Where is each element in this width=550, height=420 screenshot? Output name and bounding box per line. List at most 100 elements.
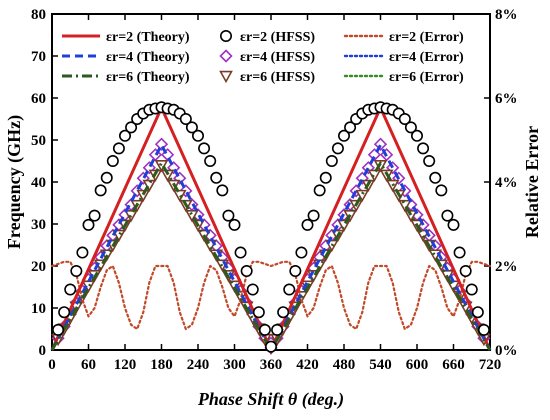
series-3-point xyxy=(477,323,490,336)
legend-item-4: εr=4 (HFSS) xyxy=(219,49,315,65)
x-tick-label: 660 xyxy=(442,357,465,373)
series-3-point xyxy=(112,142,125,155)
y2-tick-label: 2% xyxy=(495,259,518,275)
series-4-point xyxy=(373,137,388,151)
series-3-point xyxy=(106,155,119,168)
legend-label: εr=2 (Error) xyxy=(389,30,464,45)
series-3-point xyxy=(417,142,430,155)
series-5-point xyxy=(136,189,151,203)
series-3-point xyxy=(125,121,138,134)
series-3-point xyxy=(271,323,284,336)
series-3-point xyxy=(192,129,205,142)
y-tick-label: 60 xyxy=(31,91,46,107)
series-3-point xyxy=(447,218,460,231)
legend-marker xyxy=(219,49,233,63)
x-tick-label: 120 xyxy=(114,357,137,373)
legend-item-8: εr=6 (Error) xyxy=(343,70,464,85)
series-3-point xyxy=(246,283,259,296)
series-3-point xyxy=(204,155,217,168)
series-3-point xyxy=(264,340,277,353)
series-3-point xyxy=(88,209,101,222)
series-6 xyxy=(50,260,492,331)
series-3-point xyxy=(228,218,241,231)
series-3-point xyxy=(64,283,77,296)
series-3-point xyxy=(441,209,454,222)
legend-item-3: εr=2 (HFSS) xyxy=(220,29,315,45)
series-3-point xyxy=(429,171,442,184)
x-tick-label: 540 xyxy=(369,357,392,373)
series-3-point xyxy=(58,306,71,319)
x-axis-title: Phase Shift θ (deg.) xyxy=(197,389,344,410)
series-6-line xyxy=(50,260,492,331)
y2-axis-title: Relative Error xyxy=(522,126,542,238)
y-tick-label: 50 xyxy=(31,133,46,149)
series-3-point xyxy=(404,121,417,134)
y-tick-label: 30 xyxy=(31,217,46,233)
legend-label: εr=4 (Theory) xyxy=(106,50,190,65)
series-3-point xyxy=(234,246,247,259)
series-3-point xyxy=(398,113,411,126)
legend-marker xyxy=(220,29,233,42)
series-3-point xyxy=(94,184,107,197)
legend-item-2: εr=6 (Theory) xyxy=(62,70,190,85)
plot-area xyxy=(51,13,491,351)
y2-tick-label: 4% xyxy=(495,175,518,191)
series-3-point xyxy=(210,171,223,184)
x-tick-label: 60 xyxy=(81,357,96,373)
series-4-point xyxy=(154,137,169,151)
axis-ticks: 0 60 120 180 240 300 360 420 480 540 600 660 720 0 10 2… xyxy=(31,7,518,373)
y2-tick-label: 6% xyxy=(495,91,518,107)
series-3-point xyxy=(295,246,308,259)
series-1-line xyxy=(50,143,492,352)
series-5-point xyxy=(397,199,412,213)
x-tick-label: 720 xyxy=(479,357,502,373)
y2-tick-label: 0% xyxy=(495,343,518,359)
series-2 xyxy=(50,161,492,352)
series-5-point xyxy=(160,169,175,183)
series-3-point xyxy=(52,323,65,336)
legend-item-6: εr=2 (Error) xyxy=(343,30,464,45)
legend-label: εr=2 (Theory) xyxy=(106,30,190,45)
series-3-point xyxy=(344,121,357,134)
series-1 xyxy=(50,143,492,352)
series-3-point xyxy=(410,129,423,142)
series-3-point xyxy=(185,121,198,134)
x-tick-label: 300 xyxy=(223,357,246,373)
series-3-point xyxy=(337,129,350,142)
y-tick-label: 20 xyxy=(31,259,46,275)
series-3-point xyxy=(283,283,296,296)
y-tick-label: 40 xyxy=(31,175,46,191)
series-2-line xyxy=(50,161,492,352)
x-tick-label: 480 xyxy=(333,357,356,373)
series-3-point xyxy=(313,184,326,197)
y-tick-label: 70 xyxy=(31,49,46,65)
series-3-point xyxy=(179,113,192,126)
y-tick-label: 10 xyxy=(31,301,46,317)
series-3-point xyxy=(459,265,472,278)
series-3-point xyxy=(325,155,338,168)
legend: εr=2 (Theory) εr=2 (HFSS) εr=2 (Error) εr=4… xyxy=(62,29,464,85)
series-3-point xyxy=(198,142,211,155)
series-3-point xyxy=(100,171,113,184)
x-tick-label: 240 xyxy=(187,357,210,373)
legend-label: εr=6 (Theory) xyxy=(106,70,190,85)
legend-marker xyxy=(219,70,233,84)
series-3-point xyxy=(119,129,132,142)
series-5-point xyxy=(142,179,157,193)
legend-item-0: εr=2 (Theory) xyxy=(62,30,190,45)
series-3 xyxy=(52,101,490,353)
series-3-point xyxy=(289,265,302,278)
y-tick-label: 80 xyxy=(31,7,46,23)
series-3-point xyxy=(216,184,229,197)
series-3-point xyxy=(465,283,478,296)
x-tick-label: 0 xyxy=(48,357,56,373)
legend-label: εr=6 (Error) xyxy=(389,70,464,85)
series-3-point xyxy=(222,209,235,222)
series-3-point xyxy=(240,265,253,278)
series-3-point xyxy=(319,171,332,184)
legend-item-7: εr=4 (Error) xyxy=(343,50,464,65)
series-3-point xyxy=(307,209,320,222)
legend-label: εr=4 (HFSS) xyxy=(240,50,315,65)
series-5-point xyxy=(185,209,199,223)
